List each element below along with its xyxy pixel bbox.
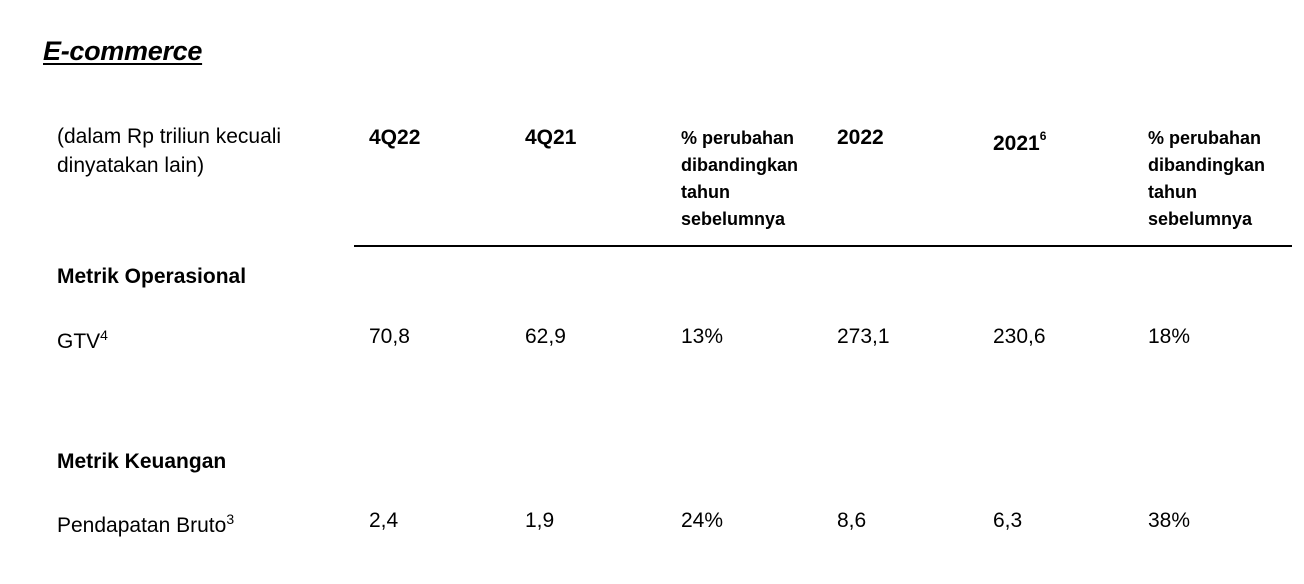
table-cell: 273,1 [837,325,890,348]
row-label-gtv: GTV4 [57,327,108,354]
row-label-gtv-footnote: 4 [100,327,108,343]
table-cell: 8,6 [837,509,867,532]
column-header-pct-change-quarter: % perubahan dibandingkan tahun sebelumny… [681,128,798,229]
table-cell: 2,4 [369,509,399,532]
section-heading-financial: Metrik Keuangan [57,450,227,473]
table-cell: 70,8 [369,325,410,348]
table-cell: 6,3 [993,509,1023,532]
page-title: E-commerce [43,36,203,66]
table-cell: 13% [681,325,724,348]
row-label-gross-revenue-text: Pendapatan Bruto [57,514,227,537]
column-header-2021: 20216 [993,124,1046,158]
column-header-2022: 2022 [837,126,884,149]
header-divider [354,245,1292,247]
row-label-gross-revenue-footnote: 3 [226,511,235,527]
column-header-4q21: 4Q21 [525,126,577,149]
table-cell: 38% [1148,509,1191,532]
table-cell: 230,6 [993,325,1046,348]
table-cell: 1,9 [525,509,555,532]
row-label-gtv-text: GTV [57,330,101,353]
table-cell: 24% [681,509,724,532]
table-stub-header: (dalam Rp triliun kecuali dinyatakan lai… [57,125,282,177]
table-cell: 62,9 [525,325,566,348]
section-heading-operational: Metrik Operasional [57,265,247,288]
column-header-pct-change-year: % perubahan dibandingkan tahun sebelumny… [1148,128,1265,229]
row-label-gross-revenue: Pendapatan Bruto3 [57,511,234,538]
table-cell: 18% [1148,325,1191,348]
column-header-4q22: 4Q22 [369,126,421,149]
column-header-2021-footnote: 6 [1039,129,1047,143]
column-header-2021-label: 2021 [993,132,1040,155]
